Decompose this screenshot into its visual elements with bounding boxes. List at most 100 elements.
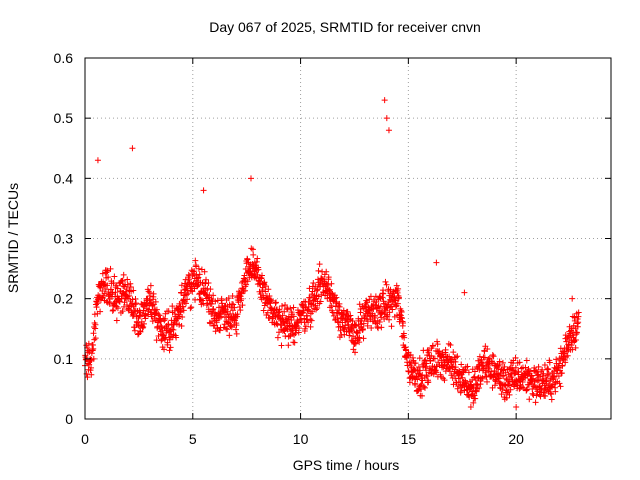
data-point [167,344,174,351]
data-point [366,296,373,303]
data-point [434,341,441,348]
data-point [247,175,254,182]
data-point [507,386,514,393]
data-point [392,297,399,304]
data-point [108,286,115,293]
data-point [268,297,275,304]
data-point [255,266,262,273]
data-point [542,392,549,399]
data-point [243,281,250,288]
data-point [525,367,532,374]
data-point [304,306,311,313]
x-tick-label: 15 [401,431,417,447]
data-point [518,383,525,390]
data-point [180,307,187,314]
data-point [227,310,234,317]
data-point [129,145,136,152]
data-point [168,326,175,333]
data-point [503,394,510,401]
data-point [509,367,516,374]
data-point [353,328,360,335]
data-point [337,327,344,334]
data-point [543,377,550,383]
data-point [130,312,137,319]
data-point [97,308,104,315]
data-point [409,354,416,361]
data-point [523,357,530,364]
data-point [512,354,519,361]
data-point [224,326,231,333]
data-point [545,366,552,373]
data-point [505,378,512,385]
data-point [382,278,389,285]
data-point [444,361,451,368]
data-point [455,375,462,382]
data-point [355,335,362,342]
data-point [416,355,423,362]
data-point [201,268,208,275]
data-point [113,282,120,289]
data-point [274,334,281,341]
data-point [485,362,492,369]
data-point [433,259,440,266]
data-point [210,292,217,299]
data-point [234,311,241,318]
data-point [562,359,569,366]
data-point [462,377,469,384]
data-point [369,303,376,310]
data-point [532,399,539,406]
data-point [264,309,271,316]
data-point [237,307,244,314]
data-point [459,374,466,381]
data-point [282,302,289,309]
data-point [541,362,548,369]
data-point [306,285,313,292]
data-point [506,391,513,398]
data-point [136,312,143,319]
data-point [465,369,472,376]
data-point [266,314,273,321]
data-point [233,322,240,329]
data-point [421,384,428,391]
data-point [386,316,393,323]
data-point [276,308,283,315]
data-point [166,336,173,343]
data-point [182,300,189,307]
data-point [486,365,493,372]
data-point [428,370,435,377]
data-point [575,319,582,326]
y-tick-label: 0.2 [54,291,74,307]
data-point [380,290,387,297]
data-point [307,294,314,301]
data-point [454,385,461,392]
data-point [470,399,477,406]
data-point [140,320,147,327]
data-point [317,298,324,305]
data-point [192,257,199,264]
data-point [545,370,552,377]
grid [85,58,611,419]
data-point [110,307,117,314]
data-point [112,289,119,296]
data-point [472,395,479,402]
data-point [158,323,165,330]
data-point [253,258,260,265]
data-point [535,363,542,370]
data-point [523,386,530,393]
data-point [385,127,392,134]
data-point [513,403,520,410]
data-point [356,334,363,341]
data-point [532,384,539,391]
data-point [559,362,566,369]
data-point [433,369,440,376]
data-point [574,329,581,336]
data-point [540,389,547,396]
data-point [116,298,123,305]
data-point [433,363,440,370]
data-point [431,355,438,362]
data-point [181,286,188,293]
data-point [383,115,390,122]
data-point [244,278,251,285]
data-point [258,272,265,279]
data-point [207,286,214,293]
